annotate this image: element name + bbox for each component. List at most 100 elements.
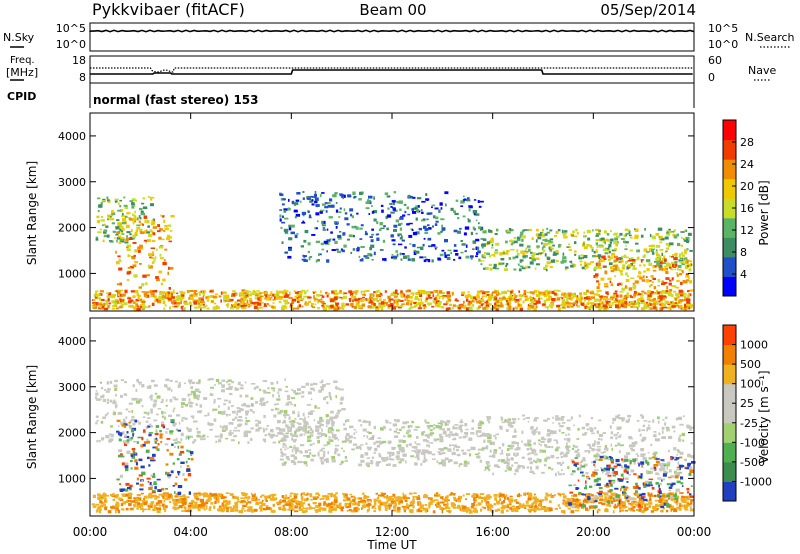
echo-cell	[245, 302, 249, 306]
freq-series	[90, 69, 693, 75]
echo-cell	[119, 199, 122, 202]
echo-cell	[503, 493, 505, 497]
echo-cell	[358, 419, 362, 422]
echo-cell	[160, 282, 163, 286]
echo-cell	[508, 307, 512, 311]
echo-cell	[393, 224, 398, 228]
echo-cell	[656, 289, 658, 293]
echo-cell	[679, 304, 683, 308]
echo-cell	[127, 437, 132, 442]
echo-cell	[359, 191, 363, 196]
echo-cell	[287, 255, 292, 259]
echo-cell	[558, 244, 561, 248]
echo-cell	[437, 501, 440, 505]
echo-cell	[410, 455, 415, 458]
echo-cell	[653, 248, 655, 251]
echo-cell	[425, 297, 429, 300]
echo-cell	[331, 290, 335, 294]
echo-cell	[518, 504, 523, 509]
echo-cell	[290, 505, 294, 509]
echo-cell	[313, 292, 315, 295]
echo-cell	[138, 503, 143, 507]
echo-cell	[553, 292, 557, 296]
echo-cell	[294, 295, 298, 298]
echo-cell	[397, 444, 402, 448]
echo-cell	[686, 301, 691, 304]
echo-cell	[421, 449, 425, 453]
echo-cell	[639, 264, 642, 267]
echo-cell	[259, 306, 264, 309]
echo-cell	[597, 254, 602, 258]
echo-cell	[349, 504, 352, 508]
echo-cell	[589, 244, 593, 248]
echo-cell	[457, 499, 461, 503]
echo-cell	[292, 508, 294, 511]
echo-cell	[514, 299, 517, 303]
echo-cell	[306, 497, 309, 501]
echo-cell	[294, 447, 299, 451]
echo-cell	[439, 295, 443, 298]
echo-cell	[529, 492, 532, 496]
echo-cell	[462, 494, 465, 497]
echo-cell	[391, 239, 396, 242]
echo-cell	[503, 268, 508, 272]
echo-cell	[166, 237, 170, 241]
echo-cell	[293, 495, 298, 499]
echo-cell	[496, 299, 500, 303]
noise-left-tick-top: 10^5	[56, 22, 86, 35]
echo-cell	[614, 259, 617, 263]
echo-cell	[426, 199, 429, 201]
echo-cell	[389, 303, 393, 307]
echo-cell	[138, 383, 141, 386]
echo-cell	[646, 301, 649, 304]
echo-cell	[307, 435, 311, 439]
echo-cell	[175, 295, 178, 299]
echo-cell	[279, 499, 282, 502]
echo-cell	[176, 292, 179, 295]
echo-cell	[267, 294, 272, 297]
echo-cell	[462, 291, 465, 294]
echo-cell	[205, 494, 209, 498]
echo-cell	[333, 292, 339, 296]
echo-cell	[421, 301, 424, 305]
echo-cell	[473, 507, 477, 511]
echo-cell	[687, 495, 691, 498]
echo-cell	[342, 450, 345, 453]
echo-cell	[136, 502, 141, 505]
echo-cell	[475, 213, 480, 216]
echo-cell	[611, 492, 616, 497]
echo-cell	[435, 216, 439, 220]
echo-cell	[299, 504, 303, 507]
echo-cell	[431, 206, 433, 209]
echo-cell	[544, 295, 548, 297]
echo-cell	[437, 292, 440, 297]
echo-cell	[497, 291, 500, 295]
echo-cell	[399, 208, 402, 211]
echo-cell	[486, 294, 490, 296]
echo-cell	[295, 500, 300, 504]
echo-cell	[257, 420, 262, 424]
echo-cell	[613, 505, 618, 509]
echo-cell	[264, 495, 269, 498]
echo-cell	[171, 293, 173, 297]
echo-cell	[349, 208, 354, 212]
echo-cell	[628, 230, 631, 234]
echo-cell	[153, 419, 158, 422]
echo-cell	[138, 421, 141, 425]
echo-cell	[527, 304, 531, 307]
echo-cell	[528, 248, 531, 252]
echo-cell	[370, 438, 373, 440]
echo-cell	[127, 297, 132, 300]
echo-cell	[649, 263, 652, 266]
echo-cell	[661, 496, 664, 500]
echo-cell	[586, 229, 591, 234]
echo-cell	[417, 307, 423, 310]
echo-cell	[221, 384, 224, 388]
echo-cell	[367, 298, 370, 301]
echo-cell	[636, 249, 640, 253]
colorbar-swatch	[723, 178, 736, 199]
echo-cell	[171, 296, 175, 299]
echo-cell	[373, 251, 376, 256]
echo-cell	[375, 492, 378, 495]
echo-cell	[322, 229, 326, 231]
